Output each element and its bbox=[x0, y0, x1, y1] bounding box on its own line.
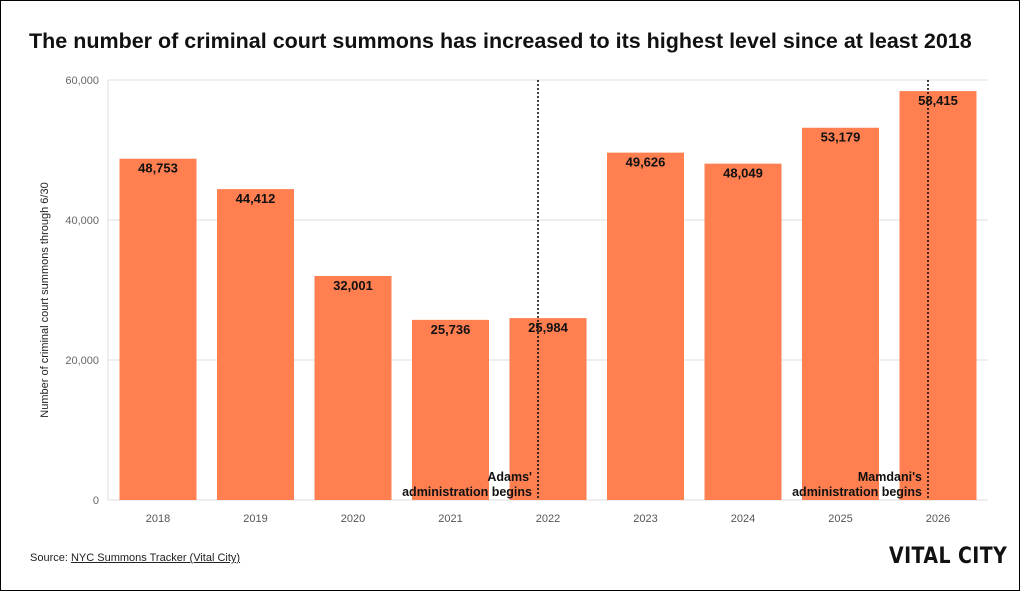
annotation-label: Adams' bbox=[487, 470, 532, 484]
bar[interactable] bbox=[899, 91, 977, 500]
bar-value-label: 25,736 bbox=[431, 322, 471, 337]
x-tick-label: 2018 bbox=[146, 513, 170, 525]
bar-value-label: 25,984 bbox=[528, 320, 569, 335]
x-tick-label: 2019 bbox=[243, 513, 267, 525]
bar[interactable] bbox=[314, 275, 392, 500]
x-tick-label: 2021 bbox=[438, 513, 462, 525]
bar-value-label: 44,412 bbox=[236, 191, 276, 206]
x-tick-label: 2025 bbox=[828, 513, 852, 525]
bar[interactable] bbox=[217, 189, 294, 500]
vital-city-logo: VITAL CITY bbox=[889, 544, 1008, 569]
bar[interactable] bbox=[607, 152, 684, 501]
x-tick-label: 2023 bbox=[633, 513, 657, 525]
x-tick-label: 2026 bbox=[926, 513, 950, 525]
source-link[interactable]: NYC Summons Tracker (Vital City) bbox=[70, 552, 241, 564]
bar[interactable] bbox=[119, 158, 197, 500]
bar[interactable] bbox=[802, 127, 879, 500]
x-tick-label: 2020 bbox=[341, 513, 365, 525]
y-tick-label: 0 bbox=[93, 495, 99, 507]
source-note: Source: NYC Summons Tracker (Vital City) bbox=[30, 552, 240, 564]
bar[interactable] bbox=[704, 163, 782, 501]
annotation-label: administration begins bbox=[402, 485, 532, 499]
x-tick-label: 2024 bbox=[731, 513, 755, 525]
bar-value-label: 32,001 bbox=[333, 278, 373, 293]
y-tick-label: 40,000 bbox=[65, 215, 99, 227]
bar-value-label: 49,626 bbox=[626, 155, 666, 170]
annotation-label: Mamdani's bbox=[858, 470, 922, 484]
bar-value-label: 48,049 bbox=[723, 166, 763, 181]
bar-value-label: 58,415 bbox=[918, 93, 958, 108]
y-tick-label: 60,000 bbox=[65, 75, 99, 87]
bar[interactable] bbox=[412, 319, 489, 500]
source-label: Source: bbox=[30, 552, 71, 564]
y-axis-title: Number of criminal court summons through… bbox=[39, 182, 51, 417]
bar[interactable] bbox=[509, 318, 587, 500]
bar-value-label: 48,753 bbox=[138, 161, 178, 176]
bar-value-label: 53,179 bbox=[821, 130, 861, 145]
y-tick-label: 20,000 bbox=[65, 355, 99, 367]
annotation-label: administration begins bbox=[792, 485, 922, 499]
chart-title: The number of criminal court summons has… bbox=[29, 29, 972, 53]
x-tick-label: 2022 bbox=[536, 513, 560, 525]
